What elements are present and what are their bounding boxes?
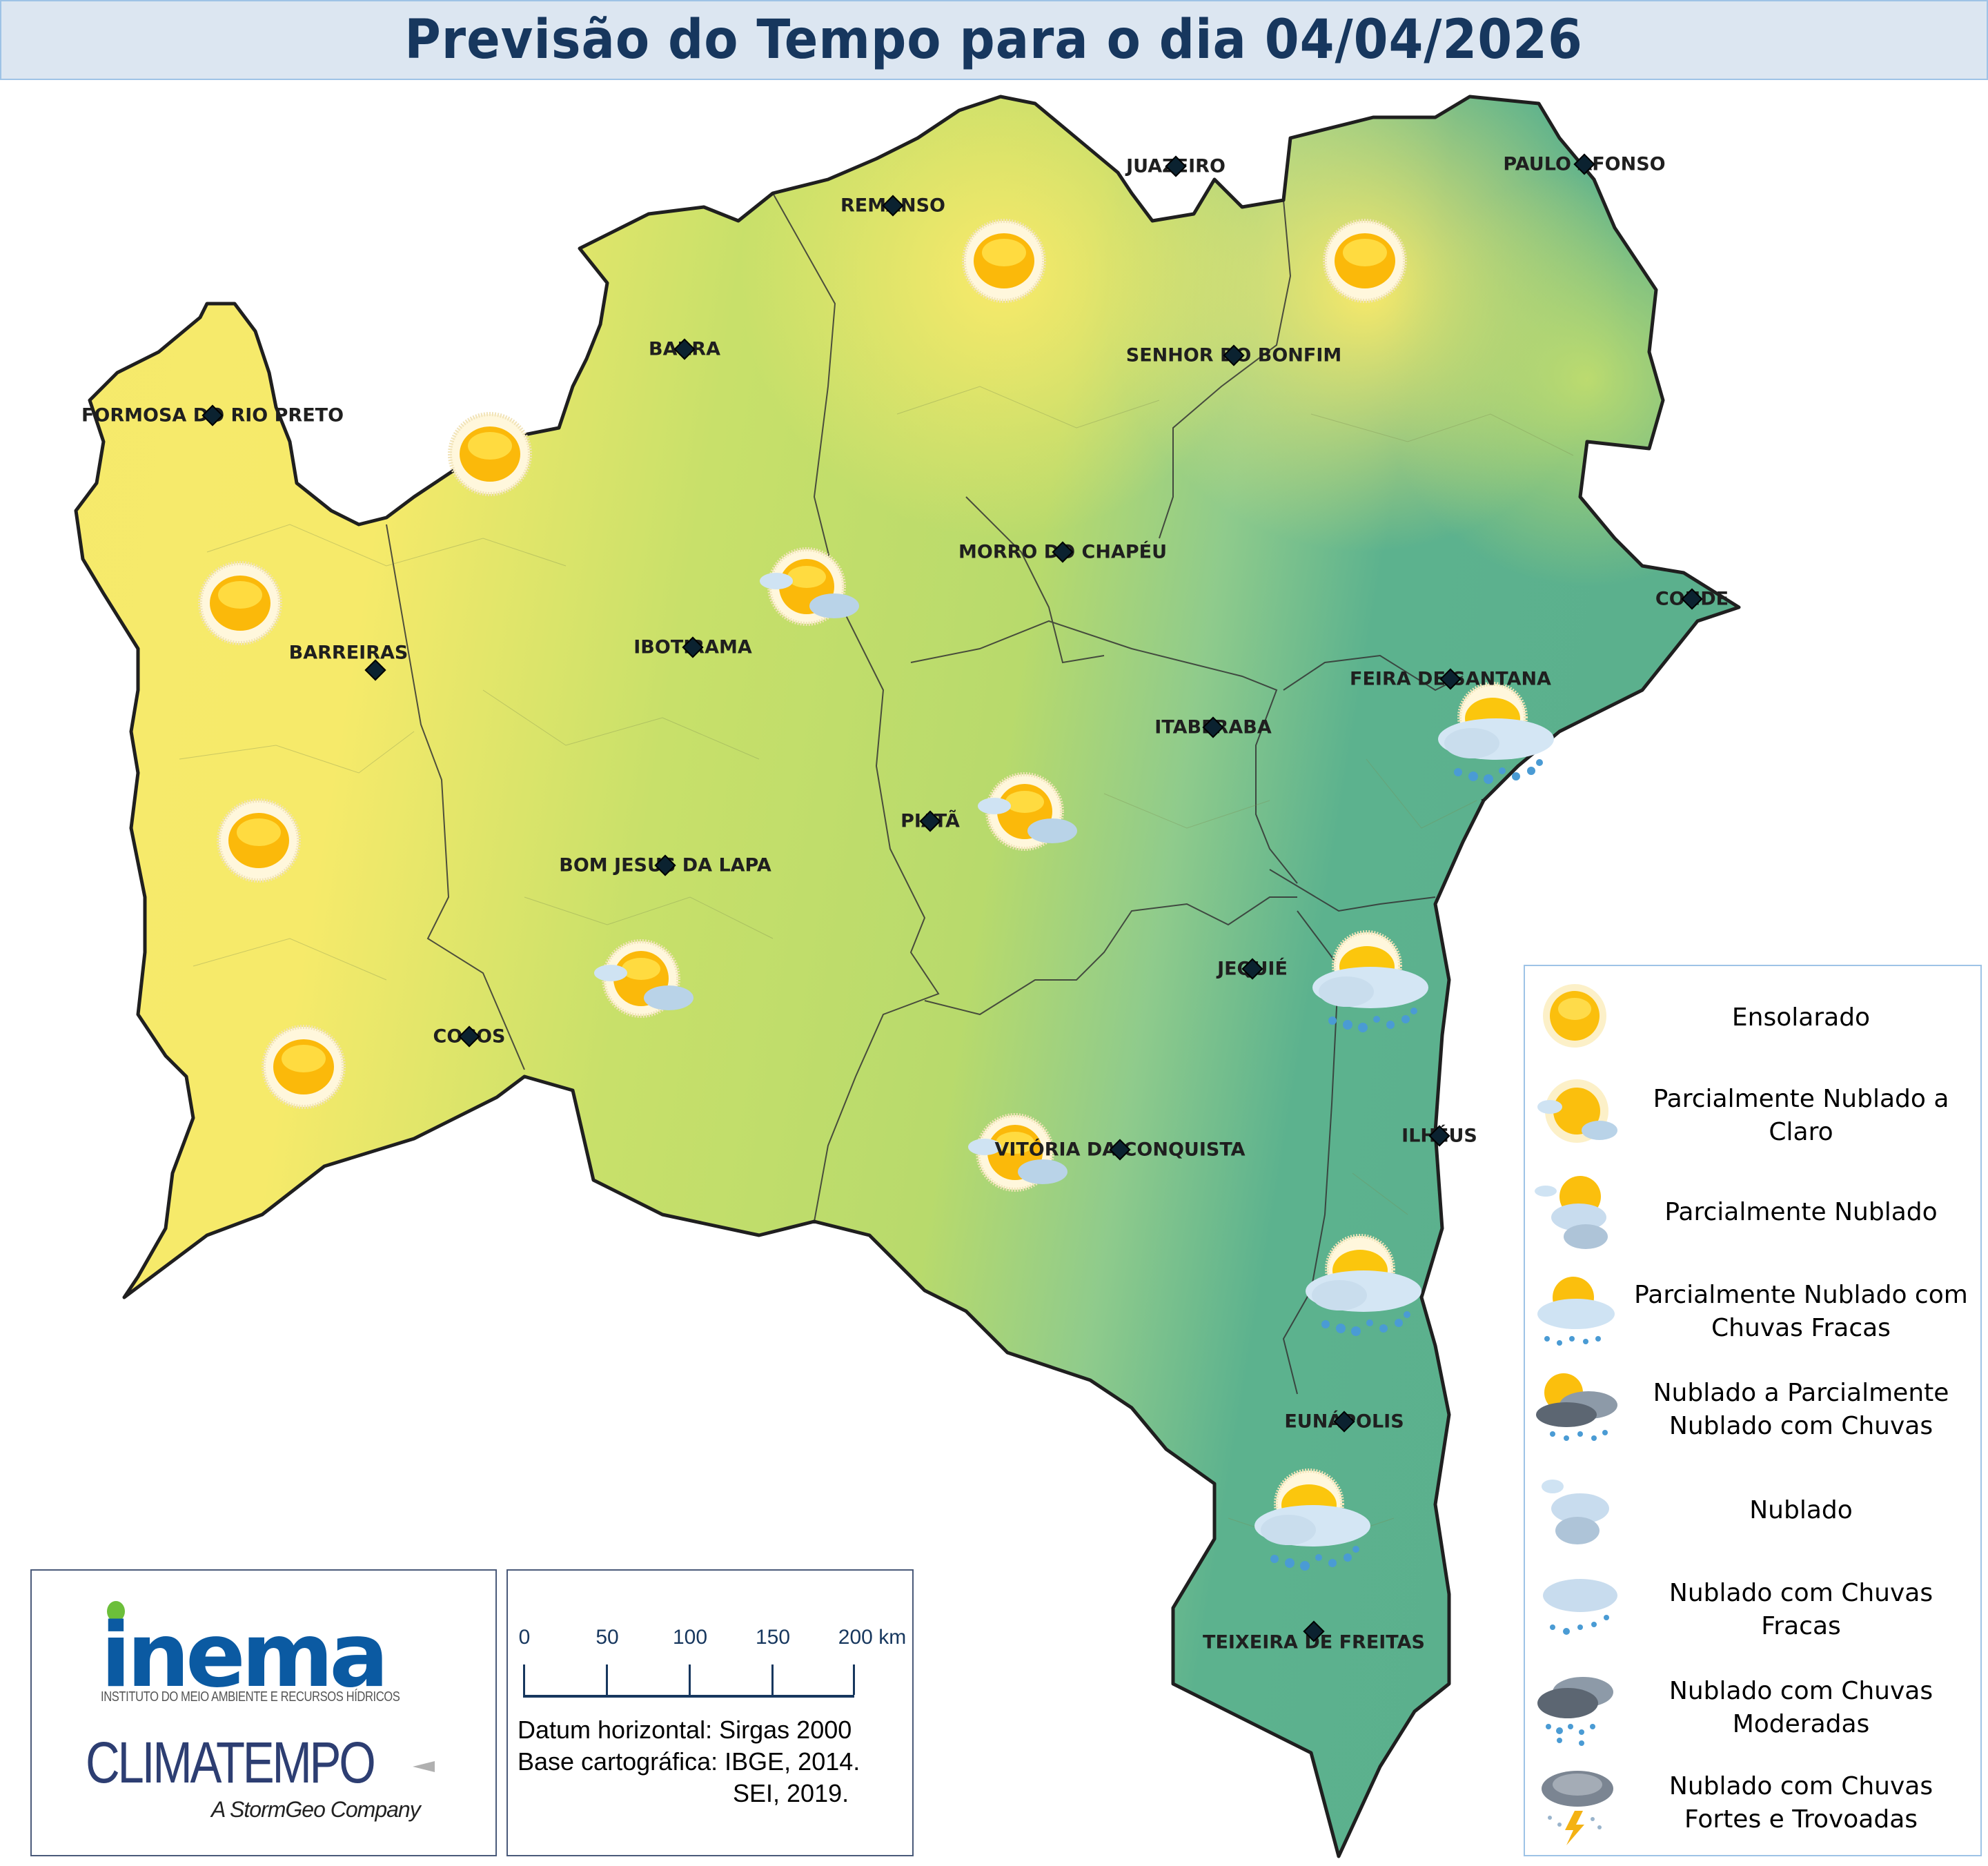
cloudy-icon [1542,1480,1609,1544]
base2-text: SEI, 2019. [733,1779,849,1807]
scale-label-50: 50 [596,1626,619,1649]
partly-cloudy-clear-icon [1537,1079,1617,1143]
legend-item-nublado-com-chuvas-fortes-e-trovoadas: Nublado com Chuvas Fortes e Trovoadas [1525,1758,1980,1855]
scale-label-150: 150 [755,1626,791,1649]
sunny-icon [1543,984,1606,1048]
ensolarado-icon [255,1019,352,1118]
parcialmente-nublado-com-chuvas-fracas-icon [1247,1462,1378,1582]
page-title: Previsão do Tempo para o dia 04/04/2026 [404,9,1584,71]
legend-item-parcialmente-nublado-a-claro: Parcialmente Nublado a Claro [1525,1071,1980,1168]
forecast-map: FORMOSA DO RIO PRETOBARRAREMANSOJUAZEIRO… [0,79,1988,1866]
cartographic-info: Datum horizontal: Sirgas 2000 Base carto… [518,1714,860,1809]
climatempo-logo: CLIMATEMPO [86,1730,376,1795]
legend-item-ensolarado: Ensolarado [1525,973,1980,1070]
legend-item-nublado-com-chuvas-moderadas: Nublado com Chuvas Moderadas [1525,1663,1980,1760]
inema-subtitle: INSTITUTO DO MEIO AMBIENTE E RECURSOS HÍ… [101,1689,400,1705]
legend: Ensolarado Parcialmente Nublado a Claro … [1524,965,1982,1856]
title-bar: Previsão do Tempo para o dia 04/04/2026 [0,0,1988,80]
ensolarado-icon [210,792,307,892]
partly-cloudy-light-rain-icon [1537,1277,1615,1346]
parcialmente-nublado-a-claro-icon [757,541,860,640]
parcialmente-nublado-a-claro-icon [975,766,1079,865]
thunderstorm-icon [1542,1771,1613,1845]
cloudy-partly-rain-icon [1536,1373,1617,1441]
legend-item-parcialmente-nublado: Parcialmente Nublado [1525,1168,1980,1264]
scale-label-200: 200 km [838,1626,907,1649]
ensolarado-icon [192,555,288,654]
scale-bar [523,1664,855,1698]
ensolarado-icon [442,406,538,505]
cloudy-light-rain-icon [1543,1579,1617,1635]
ensolarado-icon [1317,213,1413,312]
bahia-map [0,79,1988,1866]
inema-logo: inema [101,1604,389,1707]
parcialmente-nublado-com-chuvas-fracas-icon [1298,1228,1429,1348]
legend-item-parcialmente-nublado-com-chuvas-fracas: Parcialmente Nublado com Chuvas Fracas [1525,1267,1980,1364]
scale-label-0: 0 [518,1626,531,1649]
climatempo-arrow-icon [413,1761,435,1772]
scale-label-100: 100 [672,1626,708,1649]
parcialmente-nublado-a-claro-icon [965,1107,1069,1206]
legend-item-nublado-a-parcialmente-nublado-com-chuvas: Nublado a Parcialmente Nublado com Chuva… [1525,1365,1980,1462]
base-text: Base cartográfica: IBGE, 2014. [518,1747,860,1776]
datum-text: Datum horizontal: Sirgas 2000 [518,1716,852,1744]
partly-cloudy-icon [1535,1176,1608,1249]
legend-item-nublado-com-chuvas-fracas: Nublado com Chuvas Fracas [1525,1565,1980,1662]
parcialmente-nublado-com-chuvas-fracas-icon [1305,924,1436,1044]
legend-item-nublado: Nublado [1525,1466,1980,1562]
ensolarado-icon [956,213,1052,312]
cloudy-moderate-rain-icon [1537,1677,1613,1746]
parcialmente-nublado-com-chuvas-fracas-icon [1430,676,1562,796]
parcialmente-nublado-a-claro-icon [591,933,695,1032]
inema-logo-dot [107,1601,125,1622]
scale-info-box: 0 50 100 150 200 km Datum horizontal: Si… [506,1569,914,1856]
logo-box: inema INSTITUTO DO MEIO AMBIENTE E RECUR… [30,1569,497,1856]
city-label: BARREIRAS [288,642,409,664]
stormgeo-tagline: A StormGeo Company [211,1797,421,1822]
